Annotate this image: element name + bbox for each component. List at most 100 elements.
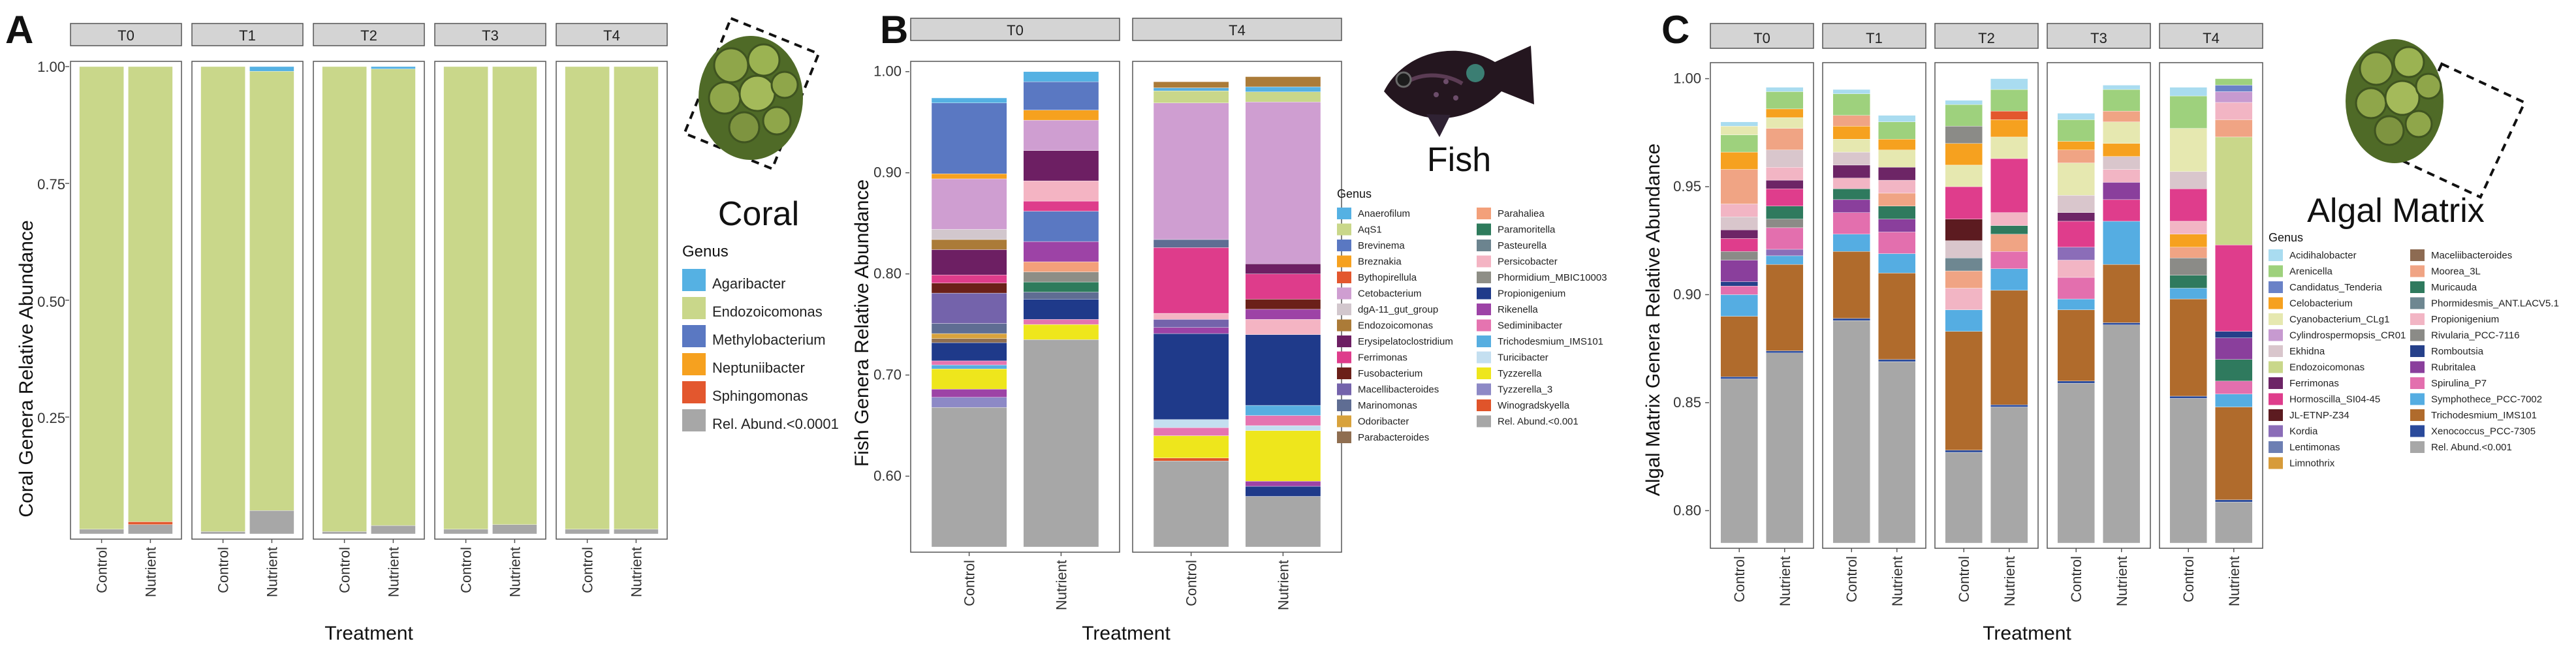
bar-segment	[2169, 247, 2207, 258]
bar-segment	[128, 522, 173, 525]
panel-b-y-ticks: 1.00 0.90 0.80 0.70 0.60	[873, 63, 909, 484]
bar-segment	[2215, 102, 2253, 120]
legend-label: dgA-11_gut_group	[1358, 304, 1438, 315]
legend-swatch	[1337, 287, 1351, 300]
facet-strip	[2047, 23, 2151, 49]
panel-c-letter: C	[1661, 8, 1689, 52]
bar-segment	[1878, 167, 1916, 181]
legend-swatch	[2269, 249, 2283, 261]
legend-label: Cetobacterium	[1358, 288, 1422, 300]
y-tick-label: 0.80	[1673, 502, 1701, 518]
bar-segment	[931, 397, 1007, 408]
panel-a-organism-label: Coral	[718, 195, 799, 233]
bar-segment	[931, 333, 1007, 339]
legend-swatch	[682, 353, 706, 375]
x-tick-label: Control	[215, 547, 232, 593]
bar-segment	[1832, 212, 1870, 234]
legend-swatch	[1477, 383, 1491, 396]
bar-segment	[2169, 87, 2207, 97]
bar-segment	[1245, 102, 1321, 264]
bar-segment	[614, 66, 659, 530]
bar-segment	[1878, 149, 1916, 168]
bar-segment	[2103, 264, 2141, 323]
panel-c-ylabel: Algal Matrix Genera Relative Abundance	[1642, 144, 1664, 496]
bar-segment	[1832, 93, 1870, 116]
bar-segment	[1766, 264, 1804, 351]
bar-segment	[1990, 119, 2028, 138]
legend-label: Spirulina_P7	[2431, 378, 2487, 389]
legend-label: Tyzzerella_3	[1498, 384, 1552, 396]
bar-segment	[1245, 415, 1321, 426]
legend-label: Pasteurella	[1498, 240, 1547, 251]
legend-swatch	[682, 409, 706, 431]
panel-c: C Algal Matrix Genera Relative Abundance…	[1642, 8, 2559, 644]
legend-label: Kordia	[2289, 426, 2318, 437]
bar-segment	[1153, 319, 1229, 328]
bar-segment	[200, 66, 245, 532]
bar-segment	[931, 338, 1007, 343]
legend-label: Cyanobacterium_CLg1	[2289, 314, 2389, 325]
bar-segment	[322, 66, 367, 532]
legend-label: Arenicella	[2289, 266, 2333, 277]
legend-swatch	[1477, 351, 1491, 364]
legend-swatch	[2269, 425, 2283, 437]
facet-strip-label: T3	[2090, 30, 2107, 46]
legend-swatch	[2269, 393, 2283, 405]
bar-segment	[1766, 189, 1804, 206]
algal-matrix-illustration	[2346, 39, 2526, 199]
bar-segment	[2169, 221, 2207, 235]
bar-segment	[1720, 316, 1758, 377]
x-tick-label: Nutrient	[2114, 556, 2130, 606]
bar-segment	[2103, 221, 2141, 265]
bar-segment	[1245, 309, 1321, 320]
bar-segment	[1766, 108, 1804, 118]
bar-segment	[1878, 115, 1916, 122]
bar-segment	[1720, 121, 1758, 127]
x-tick-label: Control	[337, 547, 353, 593]
bar-segment	[1945, 331, 1983, 450]
bar-segment	[2057, 212, 2095, 222]
panel-b-organism-label: Fish	[1427, 141, 1491, 179]
legend-label: Muricauda	[2431, 282, 2477, 293]
bar-segment	[1766, 219, 1804, 228]
bar-segment	[443, 66, 488, 530]
legend-swatch	[1337, 367, 1351, 379]
facet-strip	[1934, 23, 2039, 49]
facet-strip-label: T2	[1978, 30, 1995, 46]
legend-swatch	[2269, 457, 2283, 469]
legend-swatch	[682, 269, 706, 291]
bar-segment	[1878, 253, 1916, 273]
bar-segment	[931, 407, 1007, 548]
x-tick-label: Control	[2180, 556, 2197, 602]
bar-segment	[1245, 486, 1321, 497]
legend-swatch	[2269, 345, 2283, 357]
legend-swatch	[2410, 425, 2425, 437]
bar-segment	[1990, 225, 2028, 234]
panel-a-ylabel: Coral Genera Relative Abundance	[16, 220, 37, 517]
bar-segment	[931, 174, 1007, 179]
legend-swatch	[682, 297, 706, 319]
facet-strip	[191, 23, 304, 46]
legend-label: Rubritalea	[2431, 362, 2476, 373]
bar-segment	[1720, 229, 1758, 239]
legend-swatch	[2269, 377, 2283, 389]
panel-c-xlabel: Treatment	[1983, 623, 2071, 644]
bar-segment	[1153, 333, 1229, 420]
y-tick-label: 0.90	[1673, 286, 1701, 302]
bar-segment	[1945, 164, 1983, 187]
x-tick-label: Control	[1184, 560, 1200, 606]
panel-a-letter: A	[5, 8, 33, 52]
legend-label: Paramoritella	[1498, 225, 1556, 236]
bar-segment	[2057, 149, 2095, 163]
legend-swatch	[2269, 441, 2283, 453]
legend-label: Fusobacterium	[1358, 368, 1422, 379]
legend-label: Rivularia_PCC-7116	[2431, 330, 2520, 341]
bar-segment	[1878, 121, 1916, 140]
bar-segment	[1720, 169, 1758, 204]
panel-b-legend: Genus Anaerofilum AqS1 Brevinema Breznakia B…	[1337, 187, 1607, 443]
panel-a-legend: Genus Agaribacter Endozoicomonas Methyloba…	[682, 243, 839, 432]
bar-segment	[1720, 238, 1758, 252]
legend-swatch	[1477, 223, 1491, 236]
bar-segment	[1945, 104, 1983, 127]
bar-segment	[931, 97, 1007, 103]
